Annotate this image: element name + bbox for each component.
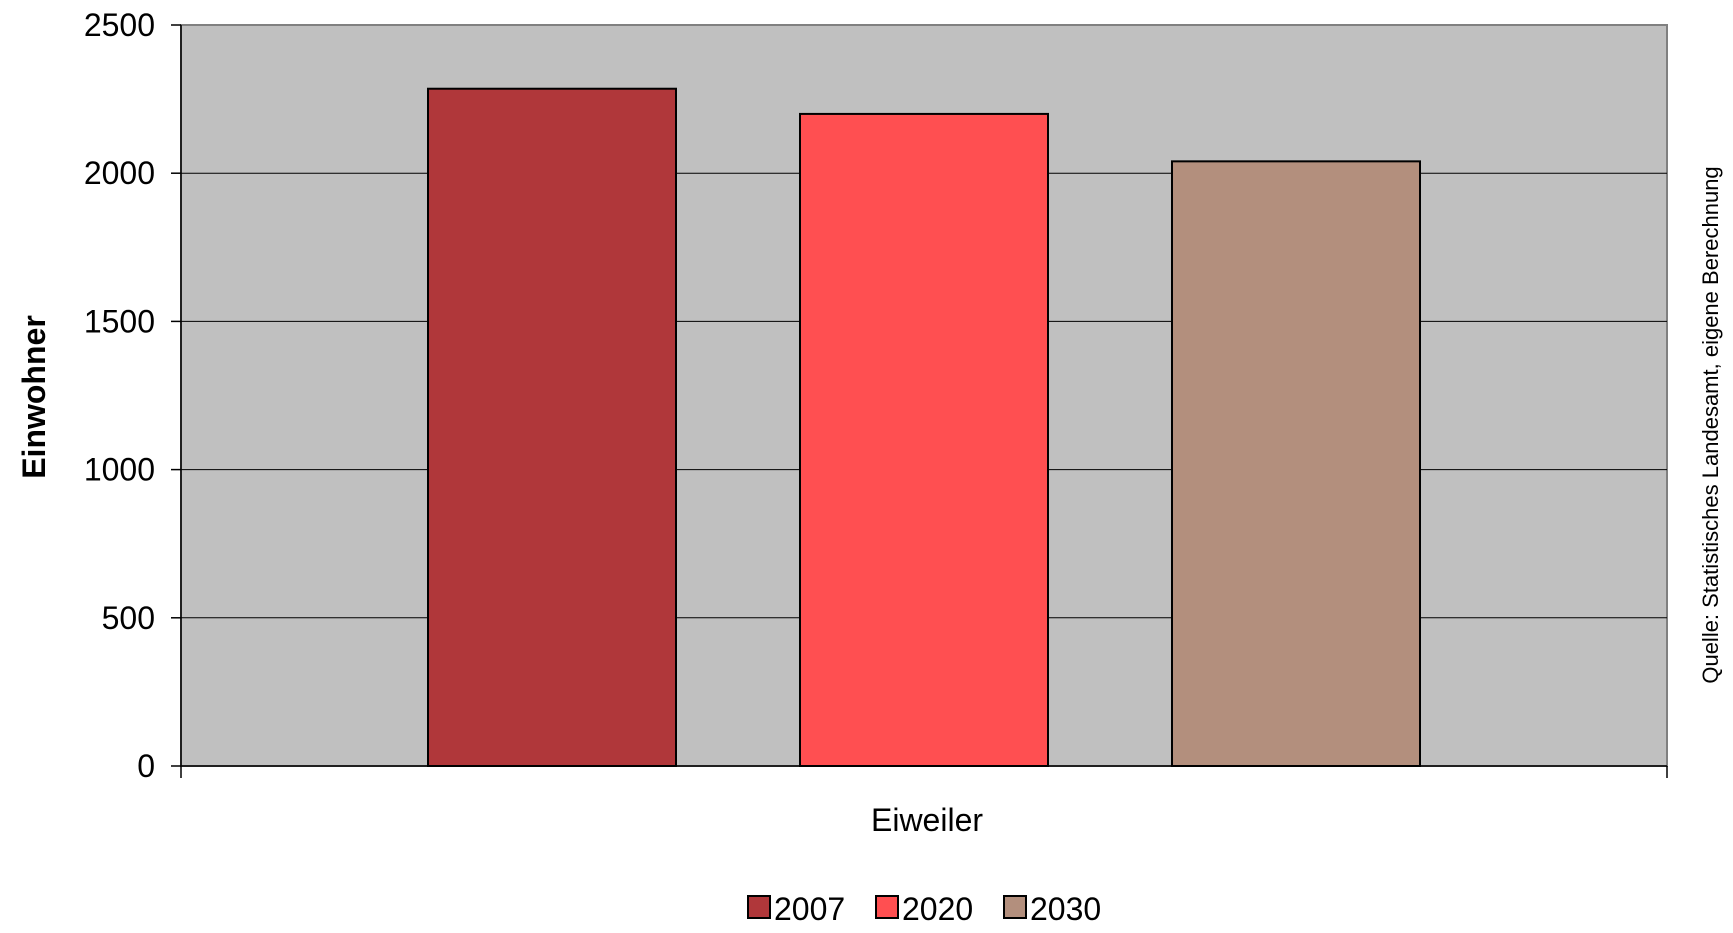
y-tick-label: 1500: [84, 303, 155, 339]
bar-2007: [427, 87, 677, 767]
legend-swatch-2007: [747, 895, 771, 919]
y-tick-label: 2000: [84, 155, 155, 191]
source-note: Quelle: Statistisches Landesamt, eigene …: [1698, 166, 1723, 683]
y-tick-label: 2500: [84, 7, 155, 43]
x-category-label: Eiweiler: [871, 802, 983, 838]
y-axis-title: Einwohner: [16, 315, 52, 479]
y-tick-label: 500: [102, 600, 155, 636]
bar-2030: [1171, 160, 1421, 767]
y-tick-label: 1000: [84, 452, 155, 488]
y-tick-label: 0: [137, 748, 155, 784]
legend-label-2020: 2020: [902, 891, 973, 927]
legend-swatch-2030: [1003, 895, 1027, 919]
legend: 2007 2020 2030: [747, 891, 1101, 927]
bar-2020: [799, 112, 1049, 768]
legend-label-2007: 2007: [774, 891, 845, 927]
legend-swatch-2020: [875, 895, 899, 919]
legend-label-2030: 2030: [1030, 891, 1101, 927]
